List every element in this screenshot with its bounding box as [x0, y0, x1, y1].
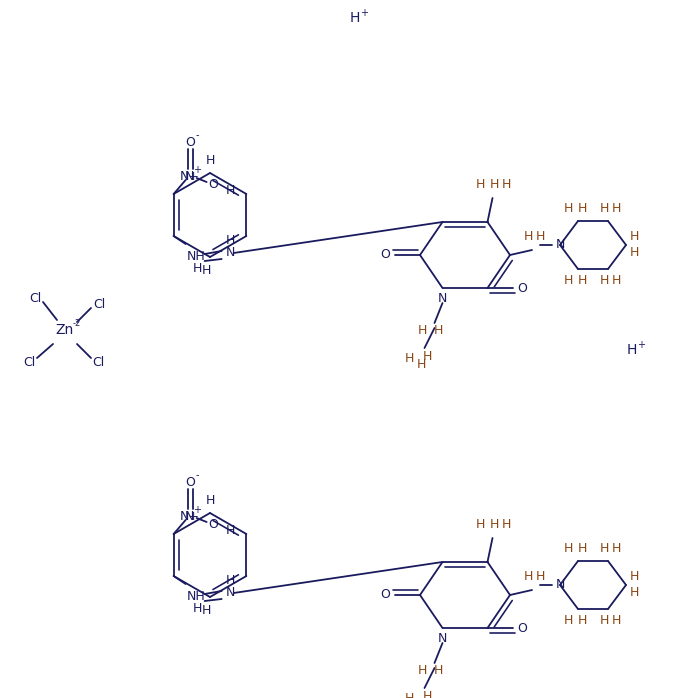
Text: H: H [611, 542, 621, 556]
Text: H: H [193, 262, 203, 276]
Text: H: H [205, 493, 215, 507]
Text: H: H [490, 179, 499, 191]
Text: +: + [192, 165, 201, 175]
Text: Cl: Cl [93, 297, 105, 311]
Text: N: N [226, 246, 235, 260]
Text: H: H [226, 234, 235, 246]
Text: O: O [186, 475, 196, 489]
Text: Cl: Cl [29, 292, 41, 304]
Text: H: H [476, 179, 485, 191]
Text: N: N [555, 239, 565, 251]
Text: N: N [185, 170, 194, 182]
Text: H: H [577, 202, 587, 216]
Text: O: O [518, 281, 527, 295]
Text: H: H [490, 519, 499, 531]
Text: NH: NH [186, 249, 205, 262]
Text: N: N [555, 579, 565, 591]
Text: H: H [476, 519, 485, 531]
Text: H: H [205, 154, 215, 167]
Text: H: H [201, 604, 211, 616]
Text: H: H [599, 202, 609, 216]
Text: -: - [196, 130, 199, 140]
Text: Cl: Cl [92, 355, 104, 369]
Text: H: H [563, 274, 573, 288]
Text: H: H [405, 352, 414, 364]
Text: H: H [226, 574, 235, 586]
Text: H: H [599, 542, 609, 556]
Text: H: H [535, 230, 545, 244]
Text: +: + [360, 8, 368, 18]
Text: +: + [192, 505, 201, 515]
Text: H: H [523, 570, 533, 584]
Text: H: H [434, 323, 443, 336]
Text: Zn: Zn [56, 323, 74, 337]
Text: H: H [577, 614, 587, 628]
Text: O: O [380, 588, 390, 602]
Text: N+: N+ [179, 510, 200, 523]
Text: H: H [423, 350, 432, 362]
Text: N: N [438, 632, 447, 644]
Text: H: H [599, 274, 609, 288]
Text: H: H [629, 230, 638, 244]
Text: NH: NH [186, 590, 205, 602]
Text: +: + [637, 340, 645, 350]
Text: Cl: Cl [23, 355, 35, 369]
Text: H: H [563, 614, 573, 628]
Text: H: H [599, 614, 609, 628]
Text: H: H [611, 614, 621, 628]
Text: H: H [502, 519, 512, 531]
Text: H: H [611, 202, 621, 216]
Text: H: H [577, 542, 587, 556]
Text: H: H [563, 202, 573, 216]
Text: H: H [629, 586, 638, 600]
Text: H: H [563, 542, 573, 556]
Text: H: H [350, 11, 360, 25]
Text: H: H [418, 323, 427, 336]
Text: H: H [226, 524, 235, 537]
Text: H: H [502, 179, 512, 191]
Text: H: H [201, 264, 211, 276]
Text: H: H [629, 570, 638, 584]
Text: N: N [438, 292, 447, 304]
Text: H: H [193, 602, 203, 616]
Text: O: O [380, 248, 390, 262]
Text: O: O [209, 517, 218, 530]
Text: H: H [611, 274, 621, 288]
Text: H: H [577, 274, 587, 288]
Text: H: H [423, 690, 432, 698]
Text: -2: -2 [73, 318, 81, 327]
Text: H: H [523, 230, 533, 244]
Text: H: H [627, 343, 637, 357]
Text: O: O [518, 621, 527, 634]
Text: H: H [405, 692, 414, 698]
Text: -: - [196, 470, 199, 480]
Text: H: H [629, 246, 638, 260]
Text: N: N [226, 586, 235, 600]
Text: N: N [185, 510, 194, 523]
Text: O: O [209, 177, 218, 191]
Text: H: H [418, 664, 427, 676]
Text: H: H [417, 359, 426, 371]
Text: O: O [186, 135, 196, 149]
Text: N+: N+ [179, 170, 200, 182]
Text: H: H [226, 184, 235, 197]
Text: H: H [434, 664, 443, 676]
Text: H: H [535, 570, 545, 584]
